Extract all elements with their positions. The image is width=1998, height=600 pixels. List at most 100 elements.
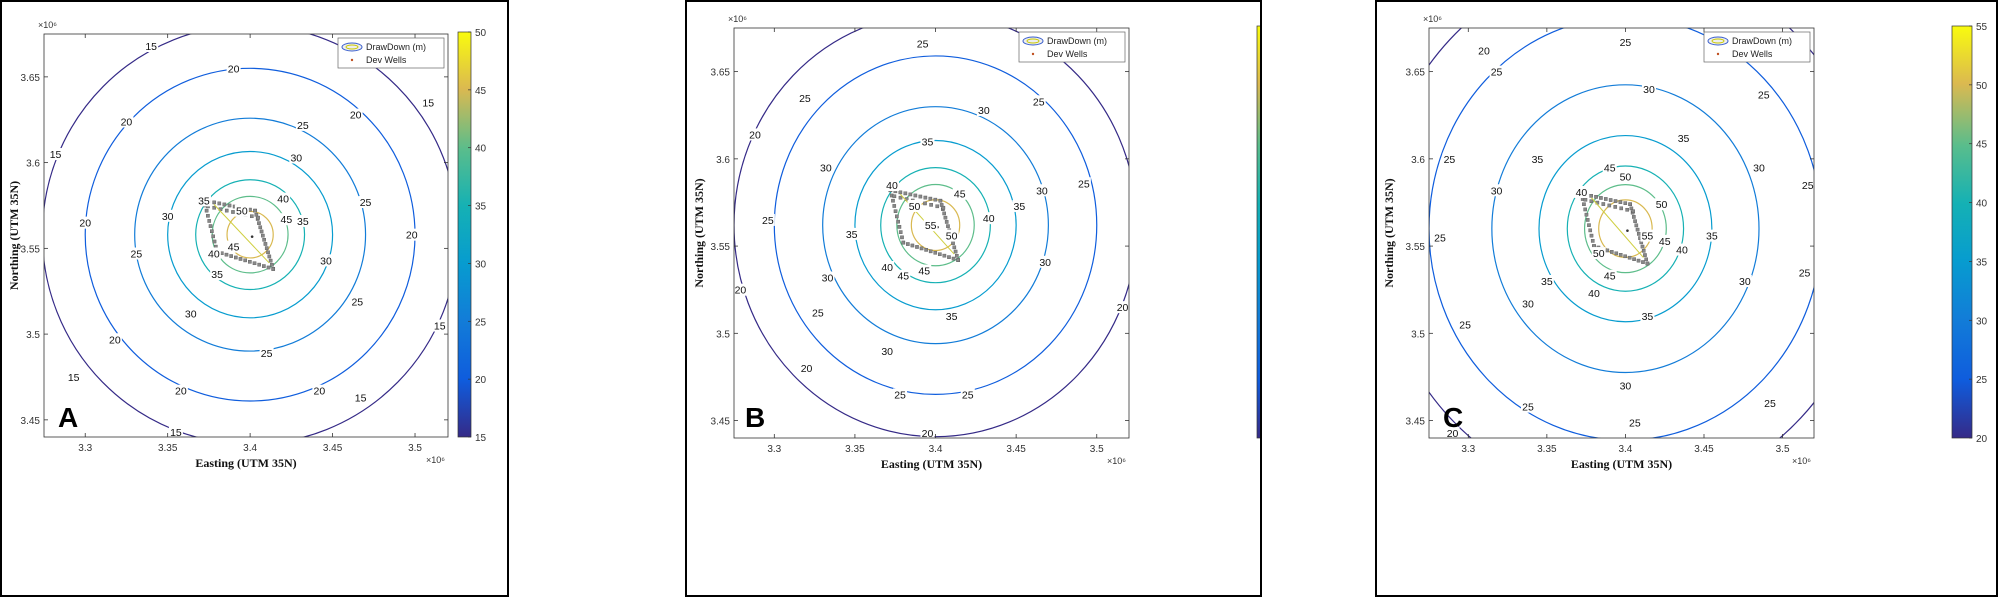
dev-well-marker (1608, 198, 1613, 202)
dev-well-marker (1618, 253, 1623, 257)
contour-label-bg (880, 344, 895, 357)
contour-label-bg (923, 219, 938, 232)
x-tick-label: 3.35 (845, 444, 865, 455)
legend-entry: Dev Wells (1732, 49, 1773, 59)
contour-label: 25 (799, 93, 811, 105)
contour-label-bg (66, 370, 81, 383)
dev-well-marker (1582, 202, 1586, 207)
contour-label-bg (976, 104, 991, 116)
contour-label: 40 (881, 262, 893, 274)
contour-line-45 (1583, 184, 1667, 274)
contour-label-bg (160, 209, 175, 222)
dev-well-marker (1631, 209, 1635, 214)
contour-label: 50 (236, 206, 248, 218)
dev-well-marker (1625, 207, 1629, 212)
contour-label: 25 (1434, 232, 1446, 244)
dev-well-marker (896, 219, 900, 224)
drawdown-legend-icon (1022, 36, 1044, 46)
contour-label: 30 (881, 346, 893, 358)
dev-well-marker (271, 267, 276, 271)
dev-well-marker (910, 243, 915, 248)
contour-label-bg (920, 426, 935, 438)
contour-label-bg (820, 271, 835, 284)
contour-label-bg (119, 115, 134, 128)
x-tick-label: 3.4 (929, 444, 943, 455)
contour-label-bg (1602, 269, 1617, 282)
contour-label-bg (1539, 274, 1554, 287)
contour-label: 50 (1593, 248, 1605, 260)
dev-well-marker (1594, 195, 1598, 199)
contour-label: 35 (211, 269, 223, 281)
contour-label-bg (295, 118, 310, 131)
contour-label-bg (168, 425, 183, 437)
colorbar-tick-label: 55 (1976, 22, 1988, 33)
dev-well-marker (259, 229, 264, 234)
contour-label: 35 (1678, 133, 1690, 145)
contour-label: 20 (735, 285, 747, 297)
colorbar-tick-label: 30 (475, 259, 487, 270)
contour-label: 25 (812, 307, 824, 319)
contour-label: 25 (1444, 154, 1456, 166)
contour-label-bg (1797, 266, 1812, 279)
dev-well-marker (938, 198, 943, 203)
x-tick-label: 3.4 (1618, 444, 1632, 455)
x-exponent: ×10⁶ (1107, 456, 1126, 466)
contour-label: 25 (261, 348, 273, 360)
contour-label-bg (799, 362, 814, 375)
colorbar-tick-label: 35 (475, 202, 487, 213)
contour-label-bg (1442, 152, 1457, 165)
dev-well-marker (908, 192, 913, 197)
y-axis-label: Northing (UTM 35N) (692, 178, 706, 287)
dev-well-marker (942, 211, 946, 216)
dev-well-marker (946, 224, 950, 228)
contour-label-bg (48, 148, 63, 161)
contour-label: 25 (1033, 96, 1045, 108)
dev-well-marker (924, 248, 928, 252)
dev-well-marker (941, 205, 946, 210)
dev-well-marker (928, 249, 933, 254)
contour-label: 20 (121, 116, 133, 128)
dev-well-marker (900, 235, 904, 240)
contour-label-bg (210, 268, 225, 281)
y-tick-label: 3.55 (1406, 242, 1426, 253)
contour-label-bg (1704, 229, 1719, 242)
legend-entry: DrawDown (m) (1732, 36, 1792, 46)
contour-label: 30 (1522, 299, 1534, 311)
contour-label: 25 (1629, 417, 1641, 429)
x-tick-label: 3.4 (243, 443, 257, 454)
contour-label-bg (279, 213, 294, 226)
contour-label: 25 (1522, 402, 1534, 414)
contour-label: 35 (946, 311, 958, 323)
plot-area (44, 34, 448, 437)
dev-well-marker (253, 208, 257, 213)
contour-label: 15 (50, 149, 62, 161)
contour-label: 50 (1656, 199, 1668, 211)
contour-line-45 (896, 183, 975, 267)
contour-label: 30 (162, 211, 174, 223)
dev-well-marker (1627, 255, 1632, 260)
contour-label-bg (944, 309, 959, 322)
dev-well-marker (1618, 200, 1623, 204)
dev-well-marker (1590, 239, 1595, 243)
x-tick-label: 3.35 (158, 443, 178, 454)
contour-label-bg (1477, 44, 1491, 57)
x-tick-label: 3.35 (1537, 444, 1557, 455)
dev-well-marker (222, 202, 227, 207)
contour-label-bg (1012, 199, 1027, 212)
dev-well-marker (1589, 233, 1594, 238)
x-axis-label: Easting (UTM 35N) (195, 456, 296, 470)
y-axis-label: Northing (UTM 35N) (1382, 178, 1396, 287)
contour-line-35 (854, 139, 1017, 311)
dev-well-marker (212, 205, 217, 210)
dev-well-marker (1613, 199, 1618, 203)
drawdown-legend-icon (1707, 36, 1729, 46)
well-center-dot (250, 235, 254, 238)
x-tick-label: 3.5 (1090, 444, 1104, 455)
contour-line-30 (1491, 84, 1760, 374)
y-tick-label: 3.45 (21, 416, 41, 427)
dev-well-marker (238, 257, 243, 261)
contour-label-bg (944, 229, 959, 242)
dev-well-marker (956, 258, 960, 262)
dev-well-marker (944, 220, 949, 224)
